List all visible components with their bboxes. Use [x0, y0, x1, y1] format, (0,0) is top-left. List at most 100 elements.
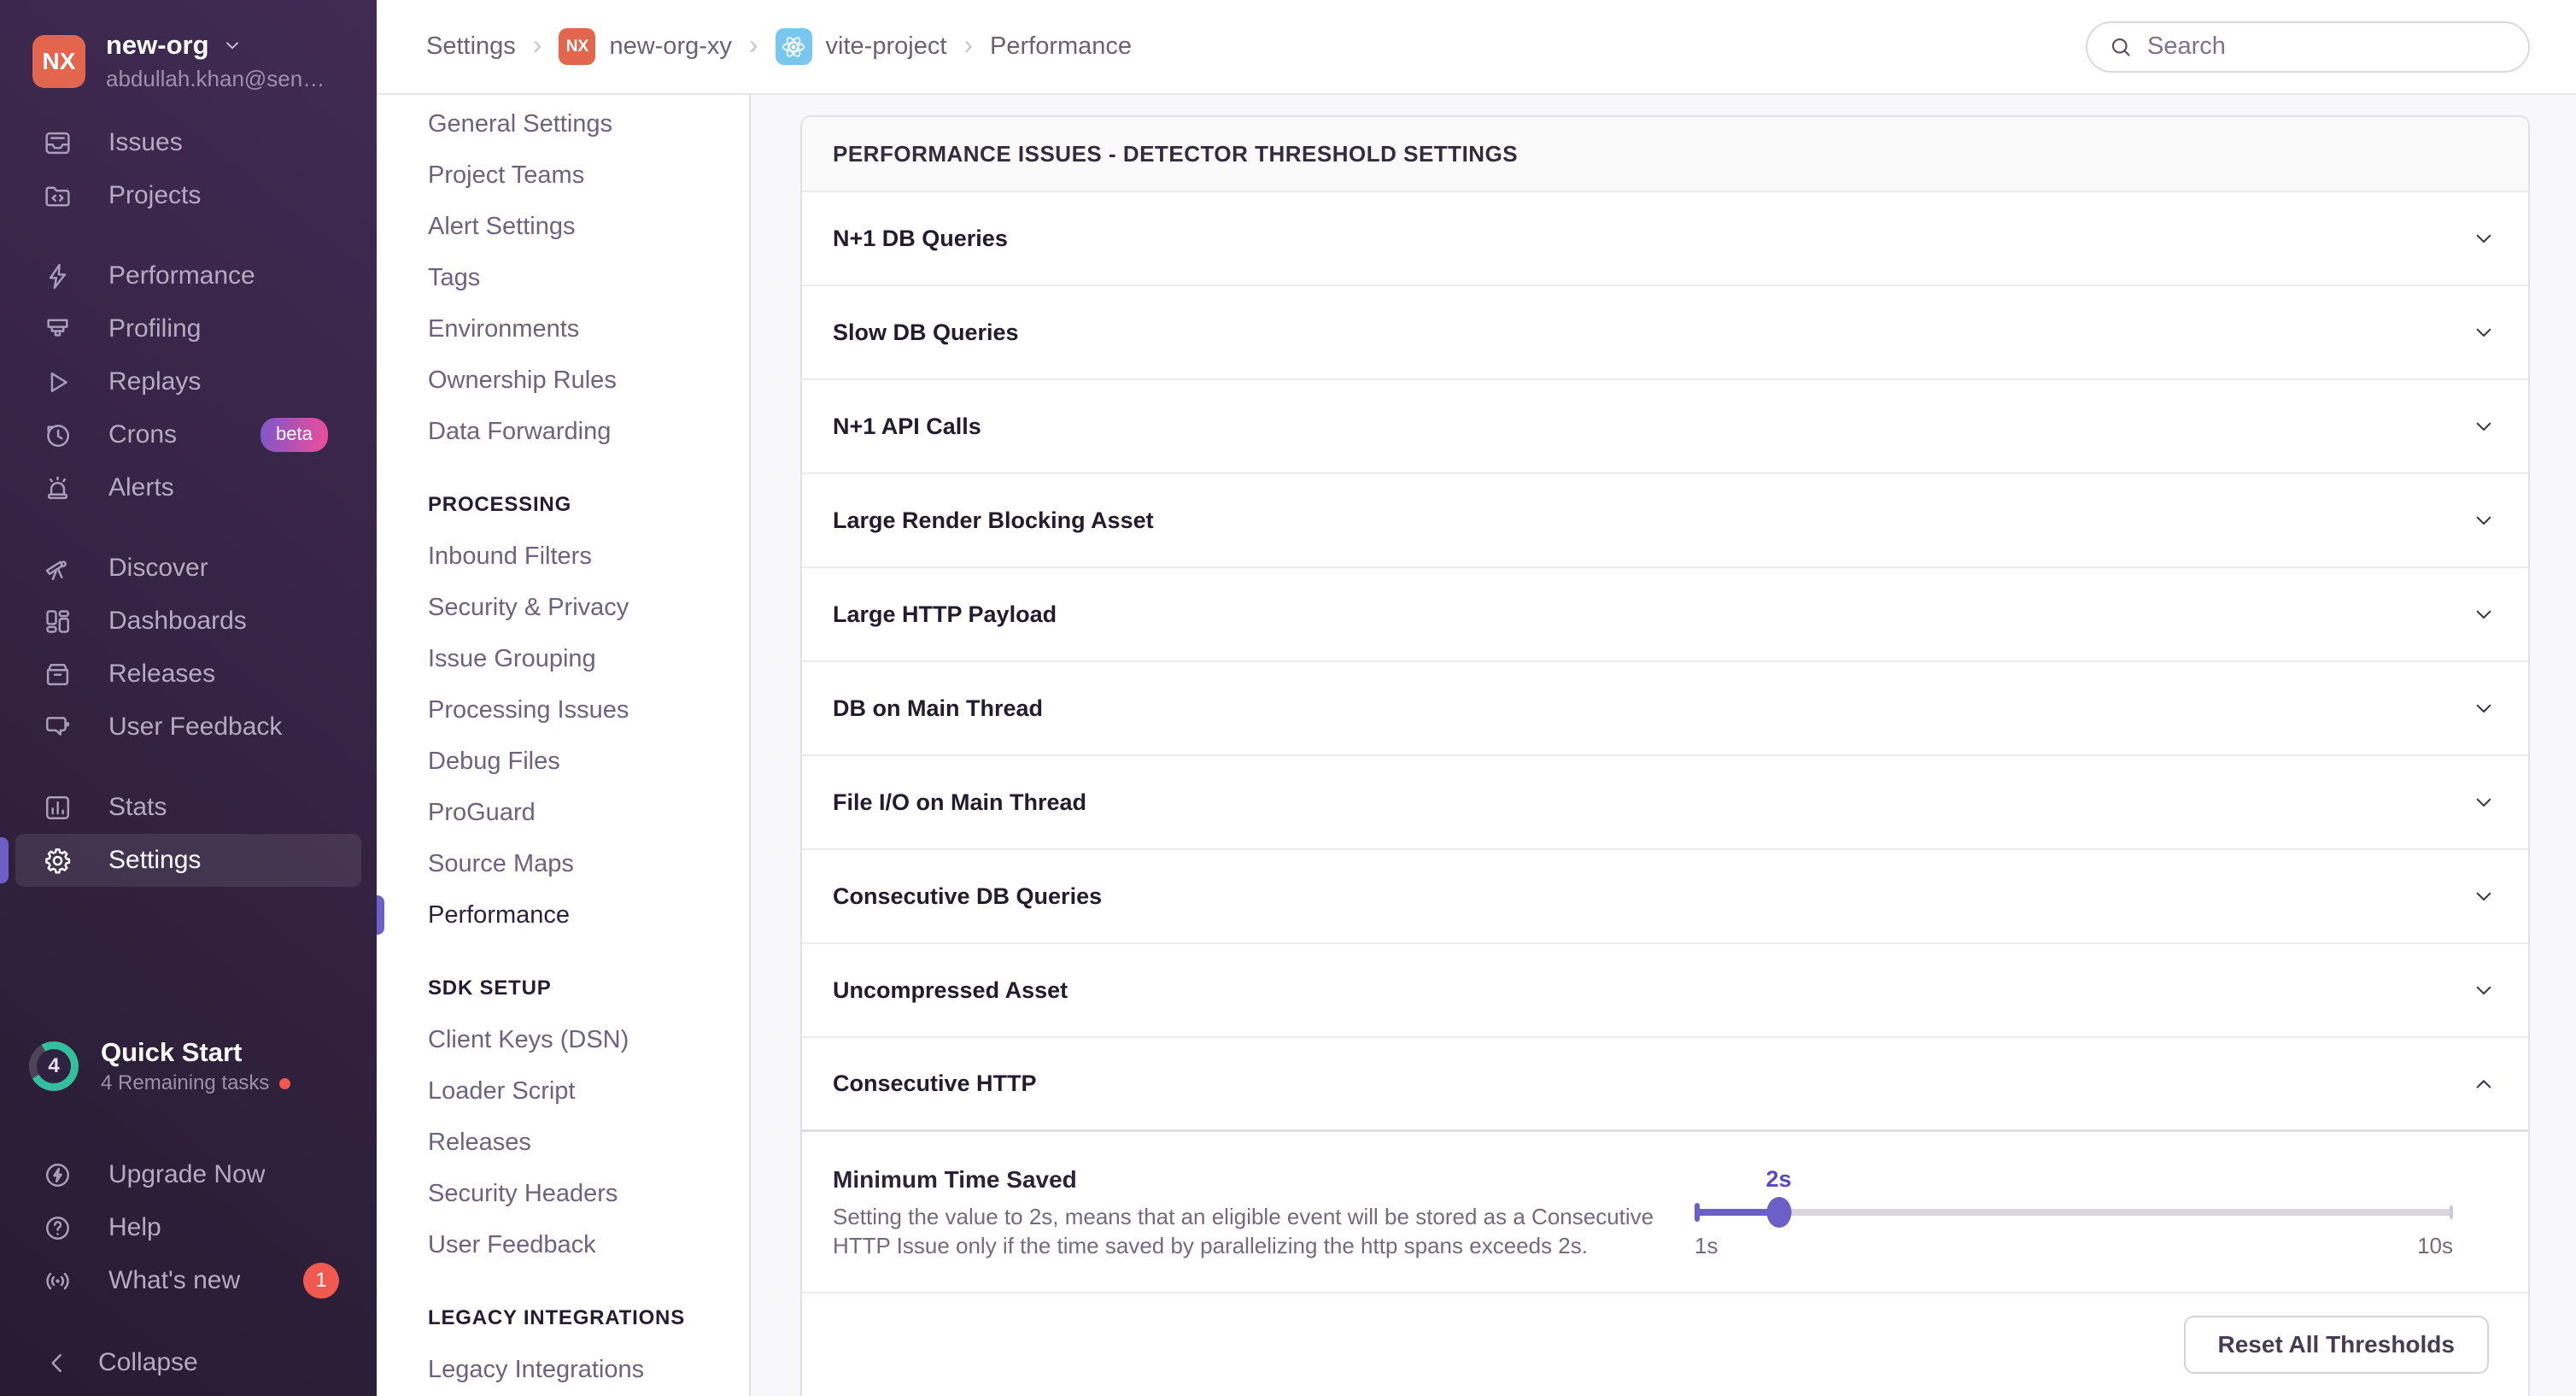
slider-fill	[1695, 1209, 1779, 1216]
org-switcher[interactable]: NX new-org abdullah.khan@sen…	[0, 0, 377, 116]
detector-row-large-http-payload[interactable]: Large HTTP Payload	[802, 568, 2528, 662]
detector-row-consecutive-http[interactable]: Consecutive HTTP	[802, 1038, 2528, 1132]
detector-row-consecutive-db-queries[interactable]: Consecutive DB Queries	[802, 850, 2528, 944]
sidebar-item-label: Discover	[108, 554, 208, 583]
detector-row-file-i-o-on-main-thread[interactable]: File I/O on Main Thread	[802, 756, 2528, 850]
sidebar-item-performance[interactable]: Performance	[0, 249, 377, 302]
settings-nav-item-security-privacy[interactable]: Security & Privacy	[428, 593, 629, 621]
detector-label: N+1 DB Queries	[833, 225, 1008, 251]
detector-row-n-1-api-calls[interactable]: N+1 API Calls	[802, 380, 2528, 474]
sidebar-item-dashboards[interactable]: Dashboards	[0, 595, 377, 648]
org-badge: NX	[559, 28, 596, 65]
settings-nav-item-ownership-rules[interactable]: Ownership Rules	[428, 366, 617, 394]
detector-row-db-on-main-thread[interactable]: DB on Main Thread	[802, 662, 2528, 756]
detector-row-large-render-blocking-asset[interactable]: Large Render Blocking Asset	[802, 474, 2528, 568]
sidebar-item-label: Releases	[108, 660, 216, 689]
panel-footer: Reset All Thresholds	[802, 1292, 2528, 1396]
collapse-button[interactable]: Collapse	[0, 1336, 377, 1389]
sidebar-item-upgrade-now[interactable]: Upgrade Now	[0, 1148, 377, 1201]
settings-nav-item-legacy-integrations[interactable]: Legacy Integrations	[428, 1355, 645, 1383]
breadcrumb-settings[interactable]: Settings	[426, 32, 516, 61]
whats-new-count-badge: 1	[303, 1263, 339, 1299]
slider-track[interactable]	[1695, 1197, 2453, 1228]
active-indicator	[0, 837, 9, 884]
performance-icon	[43, 261, 73, 291]
sidebar-item-user-feedback[interactable]: User Feedback	[0, 701, 377, 754]
sidebar-item-label: Settings	[108, 846, 202, 875]
chevron-down-icon	[2470, 413, 2497, 440]
collapse-label: Collapse	[98, 1348, 198, 1376]
chevron-down-icon	[221, 34, 243, 56]
settings-nav-item-project-teams[interactable]: Project Teams	[428, 161, 585, 189]
chevron-down-icon	[2470, 319, 2497, 346]
settings-nav-item-source-maps[interactable]: Source Maps	[428, 849, 574, 877]
releases-icon	[43, 660, 73, 689]
quick-start-title: Quick Start	[101, 1037, 243, 1068]
quick-start-count: 4	[37, 1049, 71, 1084]
settings-nav-item-security-headers[interactable]: Security Headers	[428, 1179, 618, 1207]
issues-icon	[43, 128, 73, 158]
sidebar-item-label: Dashboards	[108, 607, 247, 636]
sidebar-item-label: Issues	[108, 128, 183, 157]
sidebar-item-settings[interactable]: Settings	[0, 834, 361, 888]
detector-row-uncompressed-asset[interactable]: Uncompressed Asset	[802, 944, 2528, 1038]
settings-nav-item-tags[interactable]: Tags	[428, 263, 481, 291]
settings-nav-item-releases[interactable]: Releases	[428, 1128, 531, 1156]
settings-nav-item-performance[interactable]: Performance	[377, 889, 749, 941]
sidebar-item-what-s-new[interactable]: What's new 1	[0, 1254, 377, 1307]
settings-icon	[43, 846, 73, 876]
detector-label: Large HTTP Payload	[833, 601, 1057, 627]
quick-start[interactable]: 4 Quick Start 4 Remaining tasks	[0, 1037, 377, 1095]
sidebar-item-label: Performance	[108, 261, 255, 290]
settings-nav-item-debug-files[interactable]: Debug Files	[428, 747, 560, 775]
sidebar-item-crons[interactable]: Crons beta	[0, 408, 377, 461]
settings-nav-item-proguard[interactable]: ProGuard	[428, 798, 536, 826]
search-box[interactable]	[2086, 21, 2530, 73]
replays-icon	[43, 367, 73, 397]
sidebar-item-discover[interactable]: Discover	[0, 542, 377, 595]
breadcrumb-vite-project[interactable]: vite-project	[775, 28, 946, 65]
nav-section-gap	[0, 222, 377, 249]
search-input[interactable]	[2147, 32, 2508, 61]
settings-nav-header-sdk-setup: SDK SETUP	[428, 977, 552, 1000]
reset-all-thresholds-button[interactable]: Reset All Thresholds	[2183, 1316, 2489, 1374]
settings-nav-header-legacy-integrations: LEGACY INTEGRATIONS	[428, 1306, 685, 1329]
sidebar-item-label: Help	[108, 1213, 161, 1241]
sidebar-item-profiling[interactable]: Profiling	[0, 302, 377, 355]
thresholds-panel: PERFORMANCE ISSUES - DETECTOR THRESHOLD …	[800, 115, 2530, 1396]
settings-nav-item-processing-issues[interactable]: Processing Issues	[428, 695, 629, 724]
sidebar-item-projects[interactable]: Projects	[0, 169, 377, 222]
sidebar-item-alerts[interactable]: Alerts	[0, 461, 377, 514]
slider-start-cap	[1695, 1203, 1700, 1222]
detector-row-slow-db-queries[interactable]: Slow DB Queries	[802, 286, 2528, 380]
sidebar-item-stats[interactable]: Stats	[0, 781, 377, 834]
react-project-icon	[775, 28, 812, 65]
settings-nav-item-inbound-filters[interactable]: Inbound Filters	[428, 542, 592, 570]
settings-nav-item-alert-settings[interactable]: Alert Settings	[428, 212, 576, 240]
settings-nav-item-general-settings[interactable]: General Settings	[428, 109, 613, 138]
sidebar-item-releases[interactable]: Releases	[0, 648, 377, 701]
breadcrumb-separator: ›	[748, 29, 758, 60]
min-time-saved-slider: 2s 1s 10s	[1695, 1166, 2453, 1287]
crons-icon	[43, 420, 73, 450]
settings-nav-item-client-keys-dsn[interactable]: Client Keys (DSN)	[428, 1025, 629, 1053]
slider-min-label: 1s	[1695, 1233, 1718, 1258]
settings-nav-item-issue-grouping[interactable]: Issue Grouping	[428, 644, 596, 672]
breadcrumb-new-org-xy[interactable]: NX new-org-xy	[559, 28, 732, 65]
sidebar-item-label: Alerts	[108, 473, 174, 502]
settings-nav-item-data-forwarding[interactable]: Data Forwarding	[428, 417, 612, 445]
sidebar-item-label: Replays	[108, 367, 202, 396]
chevron-down-icon	[2470, 507, 2497, 534]
settings-nav-item-loader-script[interactable]: Loader Script	[428, 1076, 576, 1105]
sidebar-item-label: Stats	[108, 793, 167, 822]
sidebar-item-help[interactable]: Help	[0, 1201, 377, 1254]
settings-nav-item-environments[interactable]: Environments	[428, 314, 580, 343]
settings-nav-header-processing: PROCESSING	[428, 493, 572, 516]
chevron-down-icon	[2470, 225, 2497, 252]
sidebar-item-replays[interactable]: Replays	[0, 355, 377, 408]
slider-handle[interactable]	[1766, 1197, 1792, 1228]
detector-row-n-1-db-queries[interactable]: N+1 DB Queries	[802, 192, 2528, 286]
detector-label: Slow DB Queries	[833, 319, 1019, 345]
settings-nav-item-user-feedback[interactable]: User Feedback	[428, 1230, 596, 1258]
sidebar-item-issues[interactable]: Issues	[0, 116, 377, 169]
